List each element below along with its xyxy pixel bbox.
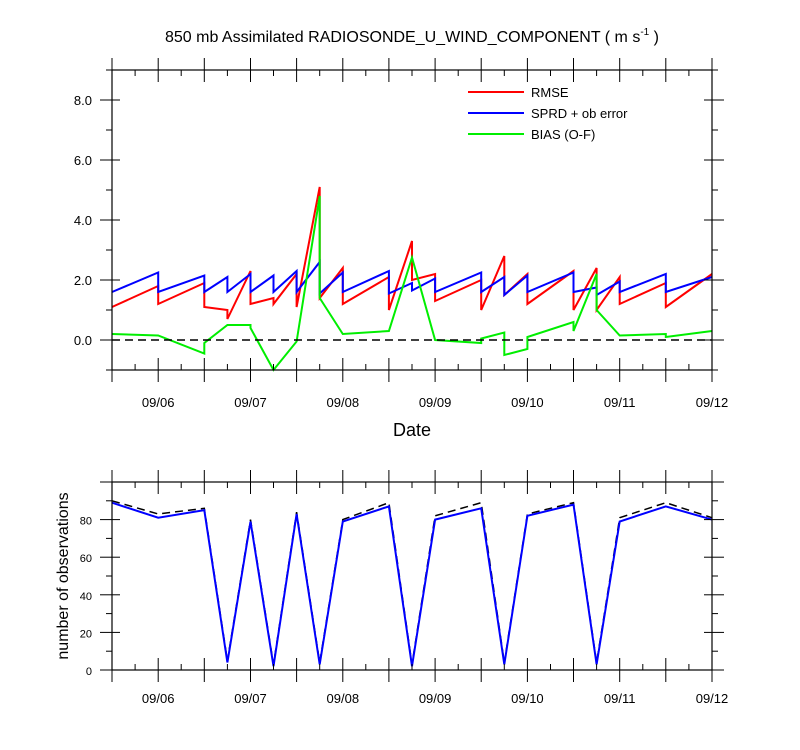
top-y-tick-label: 4.0 bbox=[74, 213, 92, 228]
top-y-tick-label: 0.0 bbox=[74, 333, 92, 348]
bottom-x-tick-label: 09/08 bbox=[327, 691, 360, 706]
bottom-x-tick-label: 09/06 bbox=[142, 691, 175, 706]
top-series-bias-o-f bbox=[111, 195, 713, 372]
bottom-series-used-observations bbox=[111, 501, 713, 667]
top-y-tick-label: 2.0 bbox=[74, 273, 92, 288]
chart-title: 850 mb Assimilated RADIOSONDE_U_WIND_COM… bbox=[165, 27, 659, 46]
top-y-tick-label: 8.0 bbox=[74, 93, 92, 108]
top-x-tick-label: 09/11 bbox=[604, 395, 636, 410]
top-series-sprd-ob-error bbox=[111, 259, 713, 298]
bottom-series-group bbox=[111, 500, 713, 667]
legend-label-rmse: RMSE bbox=[531, 85, 569, 100]
bottom-x-tick-label: 09/11 bbox=[604, 691, 636, 706]
y-axis-label-observations: number of observations bbox=[55, 492, 72, 659]
top-x-tick-label: 09/12 bbox=[696, 395, 729, 410]
bottom-y-tick-label: 40 bbox=[80, 591, 92, 603]
bottom-x-tick-label: 09/07 bbox=[234, 691, 267, 706]
top-x-tick-label: 09/10 bbox=[511, 395, 544, 410]
bottom-series-possible-observations bbox=[111, 500, 713, 665]
top-x-tick-label: 09/08 bbox=[327, 395, 360, 410]
top-axis-ticks: 09/06 09/07 09/08 09/09 09/10 09/11 09/12 0.0 2.… bbox=[74, 58, 728, 410]
bottom-y-tick-label: 0 bbox=[86, 666, 92, 678]
legend-label-bias-o-f: BIAS (O-F) bbox=[531, 127, 595, 142]
bottom-x-tick-label: 09/12 bbox=[696, 691, 729, 706]
top-x-tick-label: 09/06 bbox=[142, 395, 175, 410]
bottom-y-tick-label: 80 bbox=[80, 516, 92, 528]
top-y-tick-label: 6.0 bbox=[74, 153, 92, 168]
bottom-y-tick-label: 20 bbox=[80, 628, 92, 640]
top-panel: 09/06 09/07 09/08 09/09 09/10 09/11 09/12 0.0 2.… bbox=[74, 58, 728, 440]
bottom-axis-ticks: 09/06 09/07 09/08 09/09 09/10 09/11 09/12 0 20 40… bbox=[80, 470, 729, 706]
top-x-tick-label: 09/07 bbox=[234, 395, 267, 410]
top-x-tick-label: 09/09 bbox=[419, 395, 452, 410]
legend: RMSE SPRD + ob error BIAS (O-F) bbox=[468, 85, 628, 142]
top-series-group bbox=[111, 186, 713, 372]
bottom-y-tick-label: 60 bbox=[80, 553, 92, 565]
x-axis-label: Date bbox=[393, 420, 431, 440]
bottom-x-tick-label: 09/09 bbox=[419, 691, 452, 706]
bottom-x-tick-label: 09/10 bbox=[511, 691, 544, 706]
top-series-rmse bbox=[111, 186, 713, 320]
legend-label-sprd-ob-error: SPRD + ob error bbox=[531, 106, 628, 121]
bottom-panel: 09/06 09/07 09/08 09/09 09/10 09/11 09/12 0 20 40… bbox=[55, 470, 728, 706]
